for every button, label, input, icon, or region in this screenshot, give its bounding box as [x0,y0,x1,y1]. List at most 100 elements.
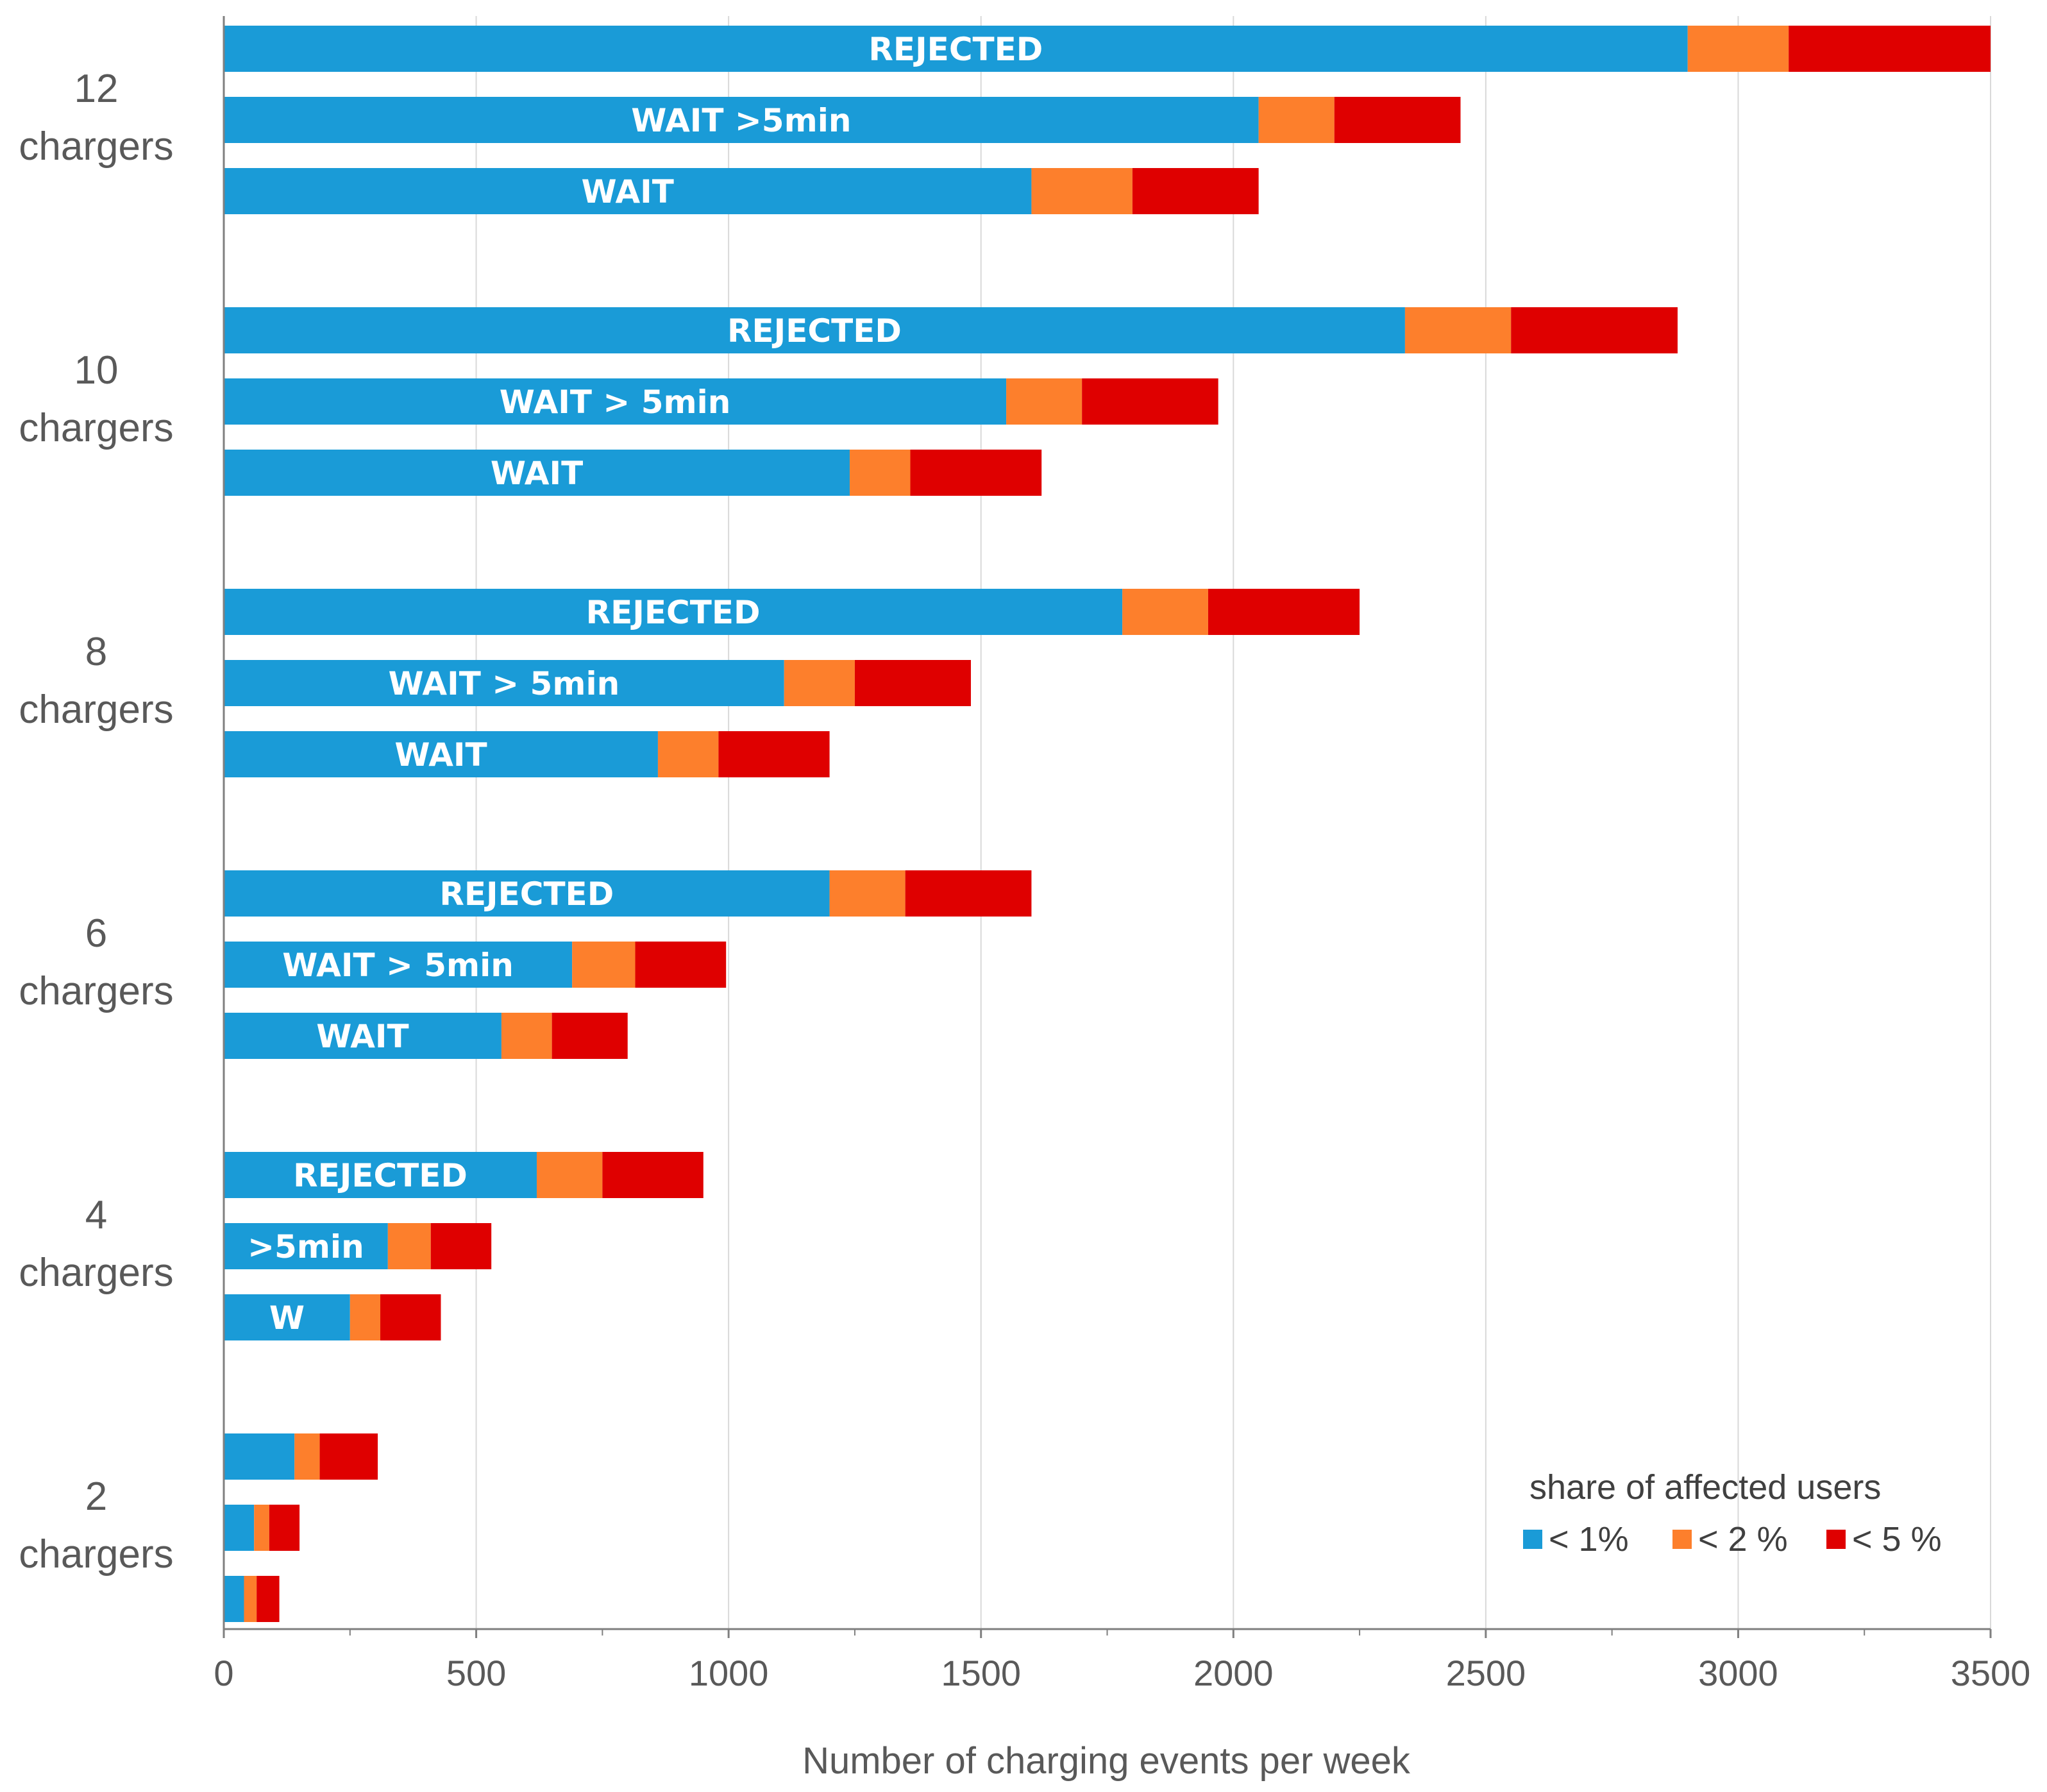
bar-label: W [269,1299,305,1337]
bar-segment-lt2 [1258,97,1335,143]
x-tick-label: 1500 [941,1653,1021,1693]
bar-segment-lt5 [430,1223,492,1269]
bar-segment-lt5 [1334,97,1461,143]
x-axis-title: Number of charging events per week [802,1740,1411,1782]
legend-title: share of affected users [1529,1468,1881,1507]
bar-segment-lt2 [501,1013,552,1059]
bar-label: WAIT > 5min [500,384,731,421]
bar-segment-lt5 [269,1505,300,1551]
bar-segment-lt5 [380,1294,441,1340]
legend-swatch-lt5 [1826,1530,1846,1549]
group-label-unit: chargers [19,124,173,169]
gridlines [475,16,1991,1629]
x-tick-label: 2000 [1193,1653,1274,1693]
bar-label: REJECTED [727,312,902,350]
bar-label: WAIT >5min [631,102,851,139]
x-tick-label: 3500 [1951,1653,2031,1693]
bar-label: WAIT > 5min [282,947,514,984]
bar-segment-lt1 [224,1433,295,1480]
bar-segment-lt1 [224,168,1032,214]
bar-label: WAIT > 5min [389,665,620,702]
bar-segment-lt2 [1404,307,1512,353]
bar-segment-lt5 [910,450,1042,496]
group-labels: 12 chargers 10 chargers 8 chargers 6 chargers 4 c… [19,67,173,1576]
group-label-count: 12 [74,67,119,111]
bar-segment-lt2 [1006,378,1082,425]
group-label-count: 6 [85,911,107,956]
bar-segment-lt5 [1132,168,1259,214]
bar-segment-lt2 [244,1576,257,1622]
bar-label: WAIT [394,736,487,773]
bar-segment-lt5 [1208,589,1360,635]
bar-segment-lt1 [224,589,1123,635]
bar-segment-lt2 [1687,26,1789,72]
group-label-unit: chargers [19,1251,173,1295]
bar-segment-lt1 [224,870,830,917]
bar-segment-lt1 [224,1223,388,1269]
bar-segment-lt2 [572,942,636,988]
bar-segment-lt5 [718,731,830,777]
group-label-unit: chargers [19,406,173,450]
bar-segment-lt1 [224,26,1688,72]
bar-segment-lt1 [224,660,784,706]
legend-swatch-lt1 [1523,1530,1542,1549]
bar-segment-lt5 [552,1013,628,1059]
legend: share of affected users < 1% < 2 % < 5 % [1523,1468,1942,1559]
x-tick-label: 0 [214,1653,233,1693]
bar-label: REJECTED [586,594,761,631]
bar-segment-lt5 [1082,378,1218,425]
bar-segment-lt1 [224,1013,501,1059]
x-tick-label: 2500 [1446,1653,1526,1693]
bar-segment-lt2 [850,450,911,496]
group-label-unit: chargers [19,969,173,1013]
legend-swatch-lt2 [1672,1530,1692,1549]
bar-segment-lt2 [784,660,855,706]
bar-label: WAIT [491,455,583,492]
bar-segment-lt5 [1511,307,1678,353]
bar-segment-lt2 [350,1294,381,1340]
bar-segment-lt1 [224,1505,255,1551]
bar-segment-lt1 [224,450,850,496]
bar-segment-lt5 [602,1152,703,1198]
bar-segment-lt2 [387,1223,431,1269]
bar-segment-lt5 [854,660,971,706]
bar-segment-lt5 [905,870,1032,917]
bar-segment-lt2 [537,1152,603,1198]
bar-segment-lt2 [1122,589,1208,635]
bar-label: REJECTED [293,1157,468,1194]
legend-entry-lt5: < 5 % [1852,1520,1942,1559]
bar-segment-lt2 [254,1505,269,1551]
bar-segment-lt1 [224,307,1405,353]
bar-segment-lt2 [657,731,719,777]
group-label-count: 8 [85,630,107,674]
x-tick-label: 500 [446,1653,506,1693]
bar-segment-lt2 [294,1433,320,1480]
x-tick-label: 3000 [1698,1653,1778,1693]
bar-segment-lt1 [224,378,1007,425]
bar-segment-lt5 [1789,26,1991,72]
bar-label: REJECTED [439,875,614,913]
bar-segment-lt1 [224,97,1259,143]
bar-label: WAIT [316,1018,409,1055]
bar-label: REJECTED [868,31,1043,68]
bar-segment-lt5 [257,1576,280,1622]
group-label-unit: chargers [19,688,173,732]
bar-segment-lt5 [635,942,727,988]
bar-segment-lt1 [224,1152,537,1198]
group-label-count: 10 [74,348,119,393]
x-axis: 0 500 1000 1500 2000 2500 3000 3500 [214,16,2030,1693]
group-label-count: 2 [85,1475,107,1519]
legend-entry-lt1: < 1% [1549,1520,1629,1559]
x-tick-label: 1000 [689,1653,769,1693]
bars: REJECTED WAIT >5min WAIT REJECTED WAIT > 5mi… [224,26,1991,1622]
bar-label: WAIT [582,173,674,210]
bar-segment-lt1 [224,1576,244,1622]
group-label-unit: chargers [19,1532,173,1576]
bar-segment-lt1 [224,1294,350,1340]
bar-segment-lt1 [224,942,573,988]
bar-segment-lt2 [1031,168,1133,214]
legend-entry-lt2: < 2 % [1698,1520,1788,1559]
group-label-count: 4 [85,1193,107,1237]
bar-segment-lt5 [319,1433,378,1480]
